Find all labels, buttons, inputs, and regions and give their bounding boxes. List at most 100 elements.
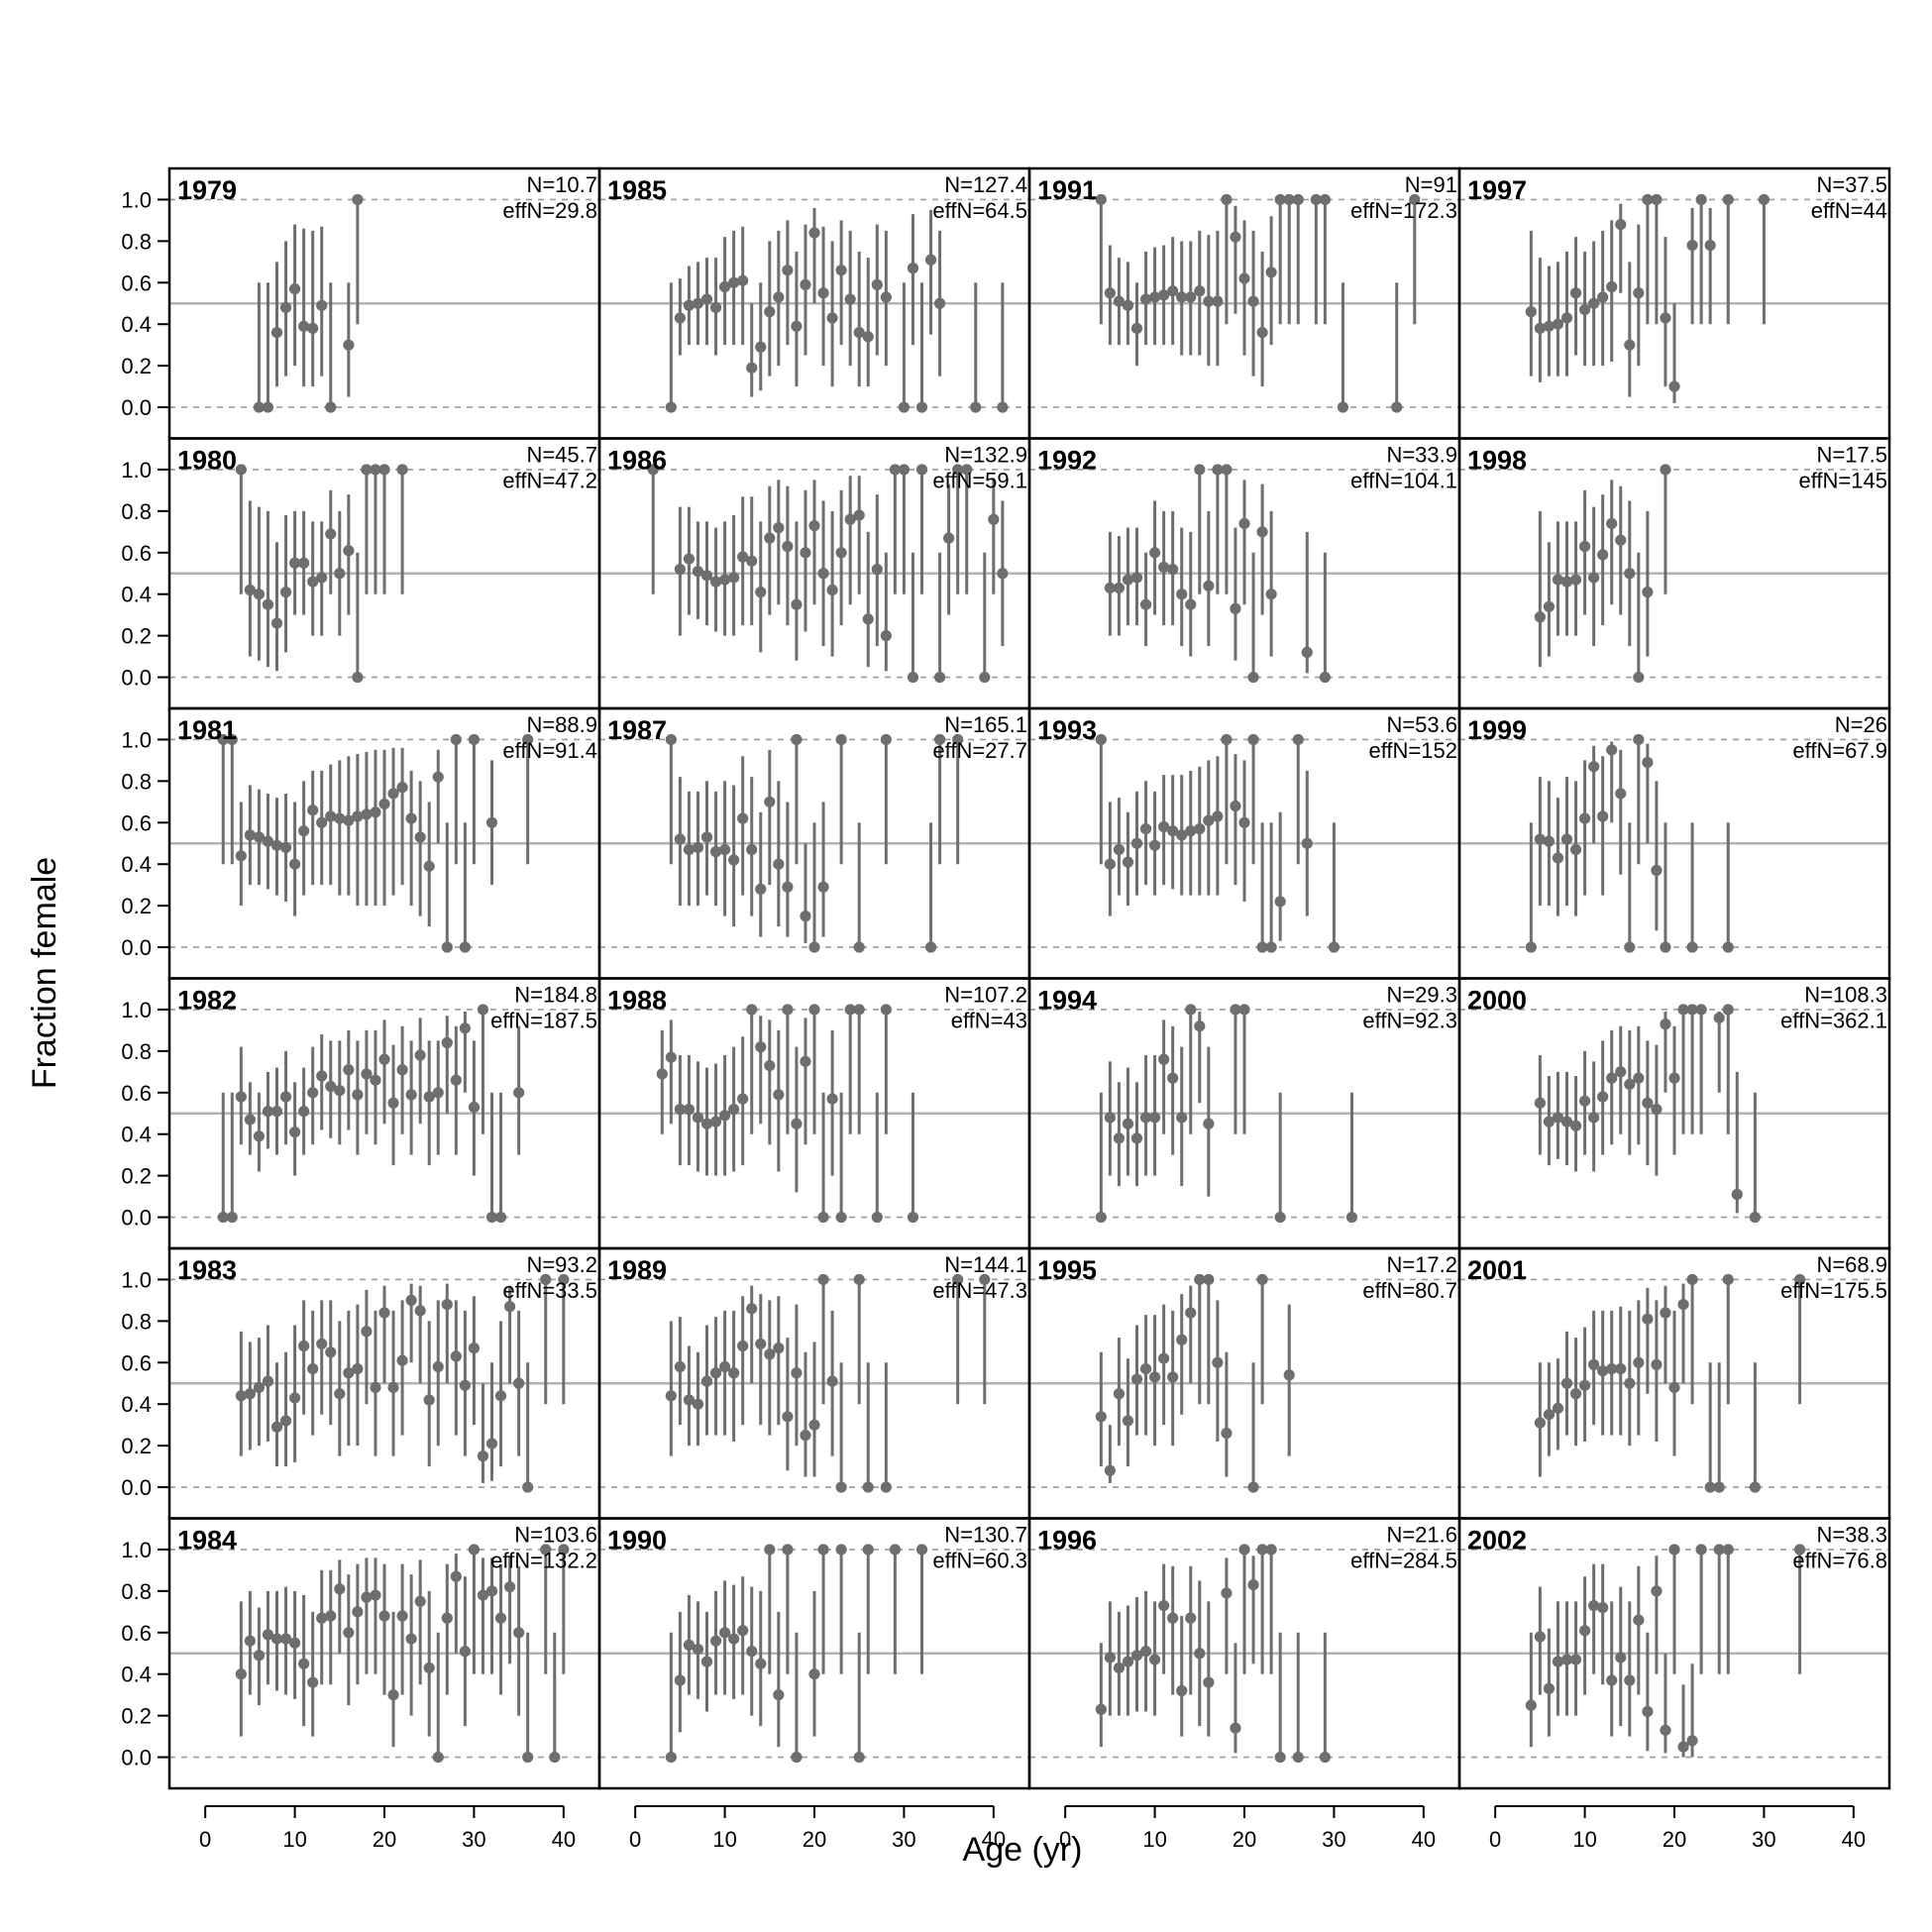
data-point: [1221, 1427, 1233, 1440]
y-tick-label: 0.8: [121, 769, 152, 794]
data-point: [773, 1342, 785, 1354]
data-point: [1113, 295, 1126, 307]
data-point: [307, 576, 319, 588]
panel-effn-label: effN=172.3: [1350, 198, 1457, 223]
data-point: [826, 1375, 838, 1387]
data-point: [352, 1089, 364, 1101]
data-point: [378, 464, 390, 476]
panel-n-label: N=88.9: [526, 712, 597, 737]
data-point: [700, 1656, 713, 1667]
data-point: [262, 835, 274, 847]
x-tick-label: 30: [892, 1827, 915, 1852]
data-point: [343, 1627, 355, 1639]
data-point: [1695, 1004, 1707, 1016]
data-point: [1328, 941, 1341, 953]
data-point: [728, 276, 740, 288]
data-point: [1642, 193, 1654, 206]
data-point: [361, 464, 373, 476]
data-point: [540, 1273, 552, 1286]
panel-effn-label: effN=64.5: [932, 198, 1027, 223]
data-point: [513, 1627, 525, 1639]
y-tick-label: 0.0: [121, 1206, 152, 1231]
data-point: [1167, 285, 1179, 297]
panel-n-label: N=68.9: [1816, 1252, 1887, 1277]
data-point: [1409, 193, 1421, 206]
data-point: [853, 509, 865, 521]
data-point: [316, 816, 328, 828]
data-point: [279, 841, 292, 854]
data-point: [808, 1004, 820, 1016]
panel-effn-label: effN=43: [951, 1009, 1027, 1033]
data-point: [405, 1089, 417, 1101]
data-point: [1534, 1097, 1546, 1109]
data-point: [835, 1211, 847, 1224]
data-point: [782, 265, 794, 276]
data-point: [1633, 1072, 1645, 1084]
data-point: [683, 1639, 696, 1651]
panel-year-label: 1985: [607, 175, 667, 205]
data-point: [1660, 464, 1671, 476]
data-point: [1642, 1097, 1654, 1109]
data-point: [1686, 239, 1698, 252]
data-point: [737, 1625, 749, 1637]
data-point: [334, 568, 346, 580]
data-point: [674, 312, 686, 324]
data-point: [817, 1211, 829, 1224]
data-point: [1569, 574, 1582, 586]
data-point: [1713, 1544, 1725, 1556]
data-point: [307, 805, 319, 816]
data-point: [432, 1087, 444, 1099]
data-point: [1642, 756, 1654, 769]
y-tick-label: 0.8: [121, 1579, 152, 1604]
data-point: [270, 1106, 283, 1118]
data-point: [764, 306, 776, 318]
data-point: [674, 1360, 686, 1373]
data-point: [943, 532, 955, 544]
data-point: [298, 1340, 310, 1352]
data-point: [361, 1068, 373, 1080]
data-point: [915, 464, 928, 476]
data-point: [755, 1041, 767, 1053]
data-point: [1158, 289, 1170, 301]
data-point: [253, 1381, 266, 1394]
data-point: [262, 1375, 274, 1387]
data-point: [1677, 1004, 1689, 1016]
data-point: [1095, 733, 1107, 746]
data-point: [270, 326, 283, 339]
data-point: [1148, 1654, 1161, 1665]
data-point: [1677, 1298, 1689, 1311]
data-point: [343, 545, 355, 557]
data-point: [503, 1581, 516, 1593]
data-point: [1651, 864, 1663, 877]
data-point: [1283, 193, 1295, 206]
data-point: [370, 1381, 381, 1394]
data-point: [755, 1658, 767, 1669]
data-point: [728, 572, 740, 584]
data-point: [1588, 572, 1600, 584]
panel-year-label: 1983: [177, 1255, 237, 1285]
data-point: [1543, 1682, 1556, 1694]
data-point: [450, 1074, 462, 1086]
data-point: [737, 1340, 749, 1352]
data-point: [782, 1544, 794, 1556]
y-tick-label: 1.0: [121, 458, 152, 483]
data-point: [235, 1091, 247, 1103]
data-point: [1230, 800, 1241, 812]
x-tick-label: 40: [1412, 1827, 1436, 1852]
panel-year-label: 1999: [1467, 715, 1527, 745]
data-point: [1167, 1371, 1179, 1383]
data-point: [1525, 1699, 1537, 1711]
data-point: [288, 557, 301, 569]
data-point: [307, 1676, 319, 1688]
data-point: [709, 576, 722, 588]
data-point: [1552, 1656, 1564, 1667]
data-point: [1651, 1358, 1663, 1370]
data-point: [450, 1350, 462, 1362]
data-point: [522, 1481, 534, 1493]
data-point: [1543, 835, 1556, 847]
